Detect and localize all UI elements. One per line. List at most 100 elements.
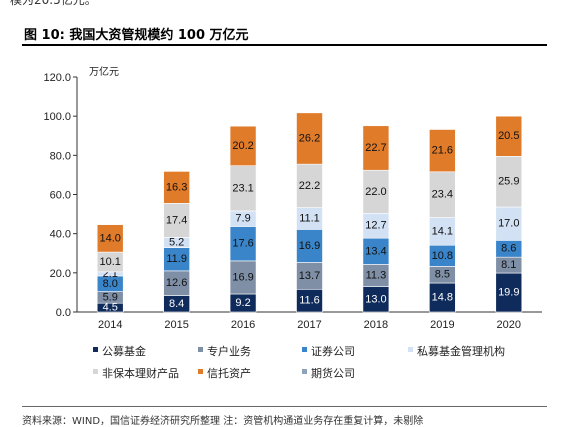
data-label: 26.2 [299, 132, 320, 144]
bar-segment [495, 206, 523, 241]
previous-text-fragment: 模为20.5亿元。 [10, 0, 97, 7]
bar-segment [296, 112, 323, 165]
x-tick-label: 2014 [98, 319, 122, 331]
bar-segment [296, 163, 323, 208]
data-label: 9.2 [235, 297, 250, 309]
bar-segment [163, 203, 190, 238]
legend-swatch [93, 369, 98, 374]
bar-segment [362, 169, 390, 214]
data-label: 21.6 [432, 145, 453, 157]
data-label: 8.0 [103, 278, 118, 290]
data-label: 16.9 [232, 271, 253, 283]
legend-swatch [408, 347, 413, 352]
y-tick-label: 0.0 [56, 307, 71, 319]
data-label: 16.9 [299, 240, 320, 252]
figure-header: 图 10: 我国大资管规模约 100 万亿元 [22, 22, 547, 46]
bar-segment [362, 213, 390, 239]
data-label: 16.3 [166, 181, 187, 193]
legend-swatch [198, 347, 203, 352]
data-label: 8.6 [501, 243, 516, 255]
data-label: 10.8 [432, 250, 453, 262]
bar-segment [429, 171, 456, 218]
data-label: 14.0 [100, 232, 121, 244]
data-label: 10.1 [100, 256, 121, 268]
data-label: 5.9 [103, 291, 118, 303]
data-label: 8.1 [501, 259, 516, 271]
y-axis-unit: 万亿元 [89, 65, 119, 78]
data-label: 11.6 [299, 295, 320, 307]
data-label: 11.1 [299, 212, 320, 224]
bar-segment [163, 171, 190, 204]
data-label: 11.9 [166, 253, 187, 265]
y-tick-label: 20.0 [50, 268, 71, 280]
data-label: 13.4 [365, 245, 386, 257]
bar-segment [495, 156, 523, 208]
x-axis: 2014 2015 2016 2017 2018 2019 2020 [77, 311, 542, 331]
data-label: 13.7 [299, 270, 320, 282]
bar-segment [229, 125, 257, 167]
legend-label: 非保本理财产品 [102, 366, 179, 380]
data-label: 12.7 [365, 220, 386, 232]
legend-label: 信托资产 [207, 366, 251, 380]
legend-swatch [302, 347, 307, 352]
x-tick-label: 2016 [231, 319, 255, 331]
legend-label: 期货公司 [311, 366, 355, 380]
data-label: 20.2 [232, 140, 253, 152]
bar-segment [362, 286, 390, 313]
y-tick-label: 120.0 [43, 72, 71, 84]
data-label: 22.0 [365, 186, 386, 198]
legend-swatch [302, 369, 307, 374]
data-label: 22.2 [299, 180, 320, 192]
data-label: 20.5 [498, 130, 519, 142]
x-tick-label: 2017 [297, 319, 321, 331]
legend-label: 公募基金 [102, 344, 146, 358]
y-tick-label: 100.0 [43, 111, 71, 123]
data-label: 19.9 [498, 287, 519, 299]
figure-title: 图 10: 我国大资管规模约 100 万亿元 [24, 28, 249, 43]
data-label: 23.1 [232, 182, 253, 194]
data-label: 25.9 [498, 176, 519, 188]
bar-segment [296, 229, 323, 263]
data-label: 22.7 [365, 142, 386, 154]
legend-label: 私募基金管理机构 [417, 344, 505, 358]
y-tick-label: 40.0 [50, 229, 71, 241]
x-tick-label: 2015 [164, 319, 188, 331]
bar-segment [429, 129, 456, 173]
bar-segment [362, 125, 390, 171]
data-label: 11.3 [366, 269, 387, 281]
x-tick-label: 2020 [497, 319, 521, 331]
data-label: 8.5 [435, 269, 450, 281]
legend-swatch [198, 369, 203, 374]
data-label: 14.1 [432, 225, 453, 237]
y-tick-label: 60.0 [50, 190, 71, 202]
legend-label: 专户业务 [207, 344, 251, 358]
source-note: 资料来源：WIND，国信证券经济研究所整理 注：资管机构通道业务存在重复计算，未… [22, 416, 424, 427]
data-label: 17.0 [498, 218, 519, 230]
data-label: 14.8 [432, 292, 453, 304]
x-tick-label: 2018 [364, 319, 388, 331]
bar-segment [429, 217, 456, 246]
data-label: 12.6 [166, 277, 187, 289]
y-axis: 0.0 20.0 40.0 60.0 80.0 100.0 120.0 万亿元 [43, 65, 119, 319]
y-tick-label: 80.0 [50, 150, 71, 162]
bar-segment [495, 115, 523, 157]
data-label: 7.9 [235, 213, 250, 225]
data-label: 5.2 [169, 236, 184, 248]
bar-segment [163, 270, 190, 296]
data-label: 8.4 [169, 298, 184, 310]
data-label: 23.4 [432, 189, 453, 201]
bar-segment [495, 272, 523, 313]
bar-stacks: 4.55.98.02.110.114.08.412.611.95.217.416… [96, 112, 523, 314]
bar-segment [96, 224, 124, 253]
bar-segment [296, 262, 323, 290]
legend-swatch [93, 347, 98, 352]
data-label: 17.4 [166, 214, 187, 226]
data-label: 13.0 [365, 293, 386, 305]
x-tick-label: 2019 [430, 319, 454, 331]
legend-label: 证券公司 [311, 344, 355, 358]
data-label: 4.5 [103, 302, 118, 314]
data-label: 17.6 [232, 238, 253, 250]
figure-footer: 资料来源：WIND，国信证券经济研究所整理 注：资管机构通道业务存在重复计算，未… [22, 406, 547, 427]
